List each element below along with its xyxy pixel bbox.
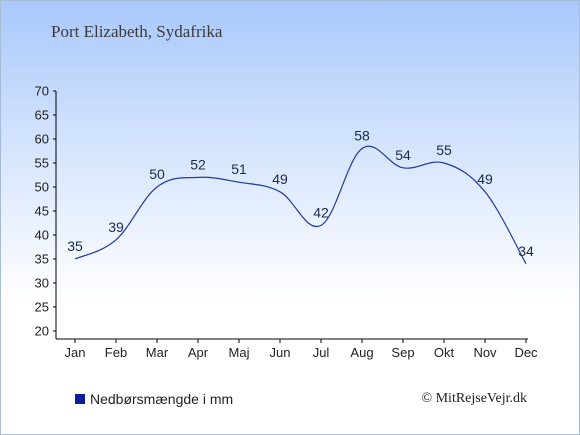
x-tick-label: Aug xyxy=(350,345,373,360)
data-label: 52 xyxy=(190,156,206,172)
y-tick-label: 70 xyxy=(35,84,49,99)
series-line xyxy=(74,145,527,265)
data-label: 50 xyxy=(149,166,165,182)
legend: Nedbørsmængde i mm xyxy=(75,391,233,407)
x-tick-label: Sep xyxy=(391,345,414,360)
x-tick-label: Okt xyxy=(434,345,455,360)
data-label: 58 xyxy=(354,128,370,144)
x-tick-label: Mar xyxy=(146,345,169,360)
y-tick-label: 20 xyxy=(35,324,49,339)
data-label: 51 xyxy=(231,161,247,177)
x-tick-label: Feb xyxy=(105,345,127,360)
y-tick-label: 60 xyxy=(35,132,49,147)
data-label: 34 xyxy=(518,243,534,259)
data-label: 54 xyxy=(395,147,411,163)
x-tick-label: Apr xyxy=(188,345,209,360)
x-tick-label: Nov xyxy=(473,345,497,360)
chart-title: Port Elizabeth, Sydafrika xyxy=(51,22,223,41)
legend-label: Nedbørsmængde i mm xyxy=(90,391,234,407)
x-tick-label: Jun xyxy=(270,345,291,360)
x-tick-label: Maj xyxy=(229,345,250,360)
y-tick-label: 25 xyxy=(35,300,49,315)
data-label: 42 xyxy=(313,204,329,220)
data-label: 35 xyxy=(67,238,83,254)
data-label: 39 xyxy=(108,219,124,235)
legend-swatch xyxy=(75,394,85,404)
x-tick-label: Dec xyxy=(514,345,538,360)
y-tick-label: 55 xyxy=(35,156,49,171)
y-tick-label: 50 xyxy=(35,180,49,195)
data-label: 49 xyxy=(477,171,493,187)
x-tick-label: Jul xyxy=(313,345,330,360)
y-tick-label: 30 xyxy=(35,276,49,291)
y-tick-label: 35 xyxy=(35,252,49,267)
data-label: 55 xyxy=(436,142,452,158)
y-tick-label: 65 xyxy=(35,108,49,123)
y-tick-label: 40 xyxy=(35,228,49,243)
data-label: 49 xyxy=(272,171,288,187)
x-tick-label: Jan xyxy=(65,345,86,360)
credit-text: © MitRejseVejr.dk xyxy=(421,391,527,406)
y-tick-label: 45 xyxy=(35,204,49,219)
